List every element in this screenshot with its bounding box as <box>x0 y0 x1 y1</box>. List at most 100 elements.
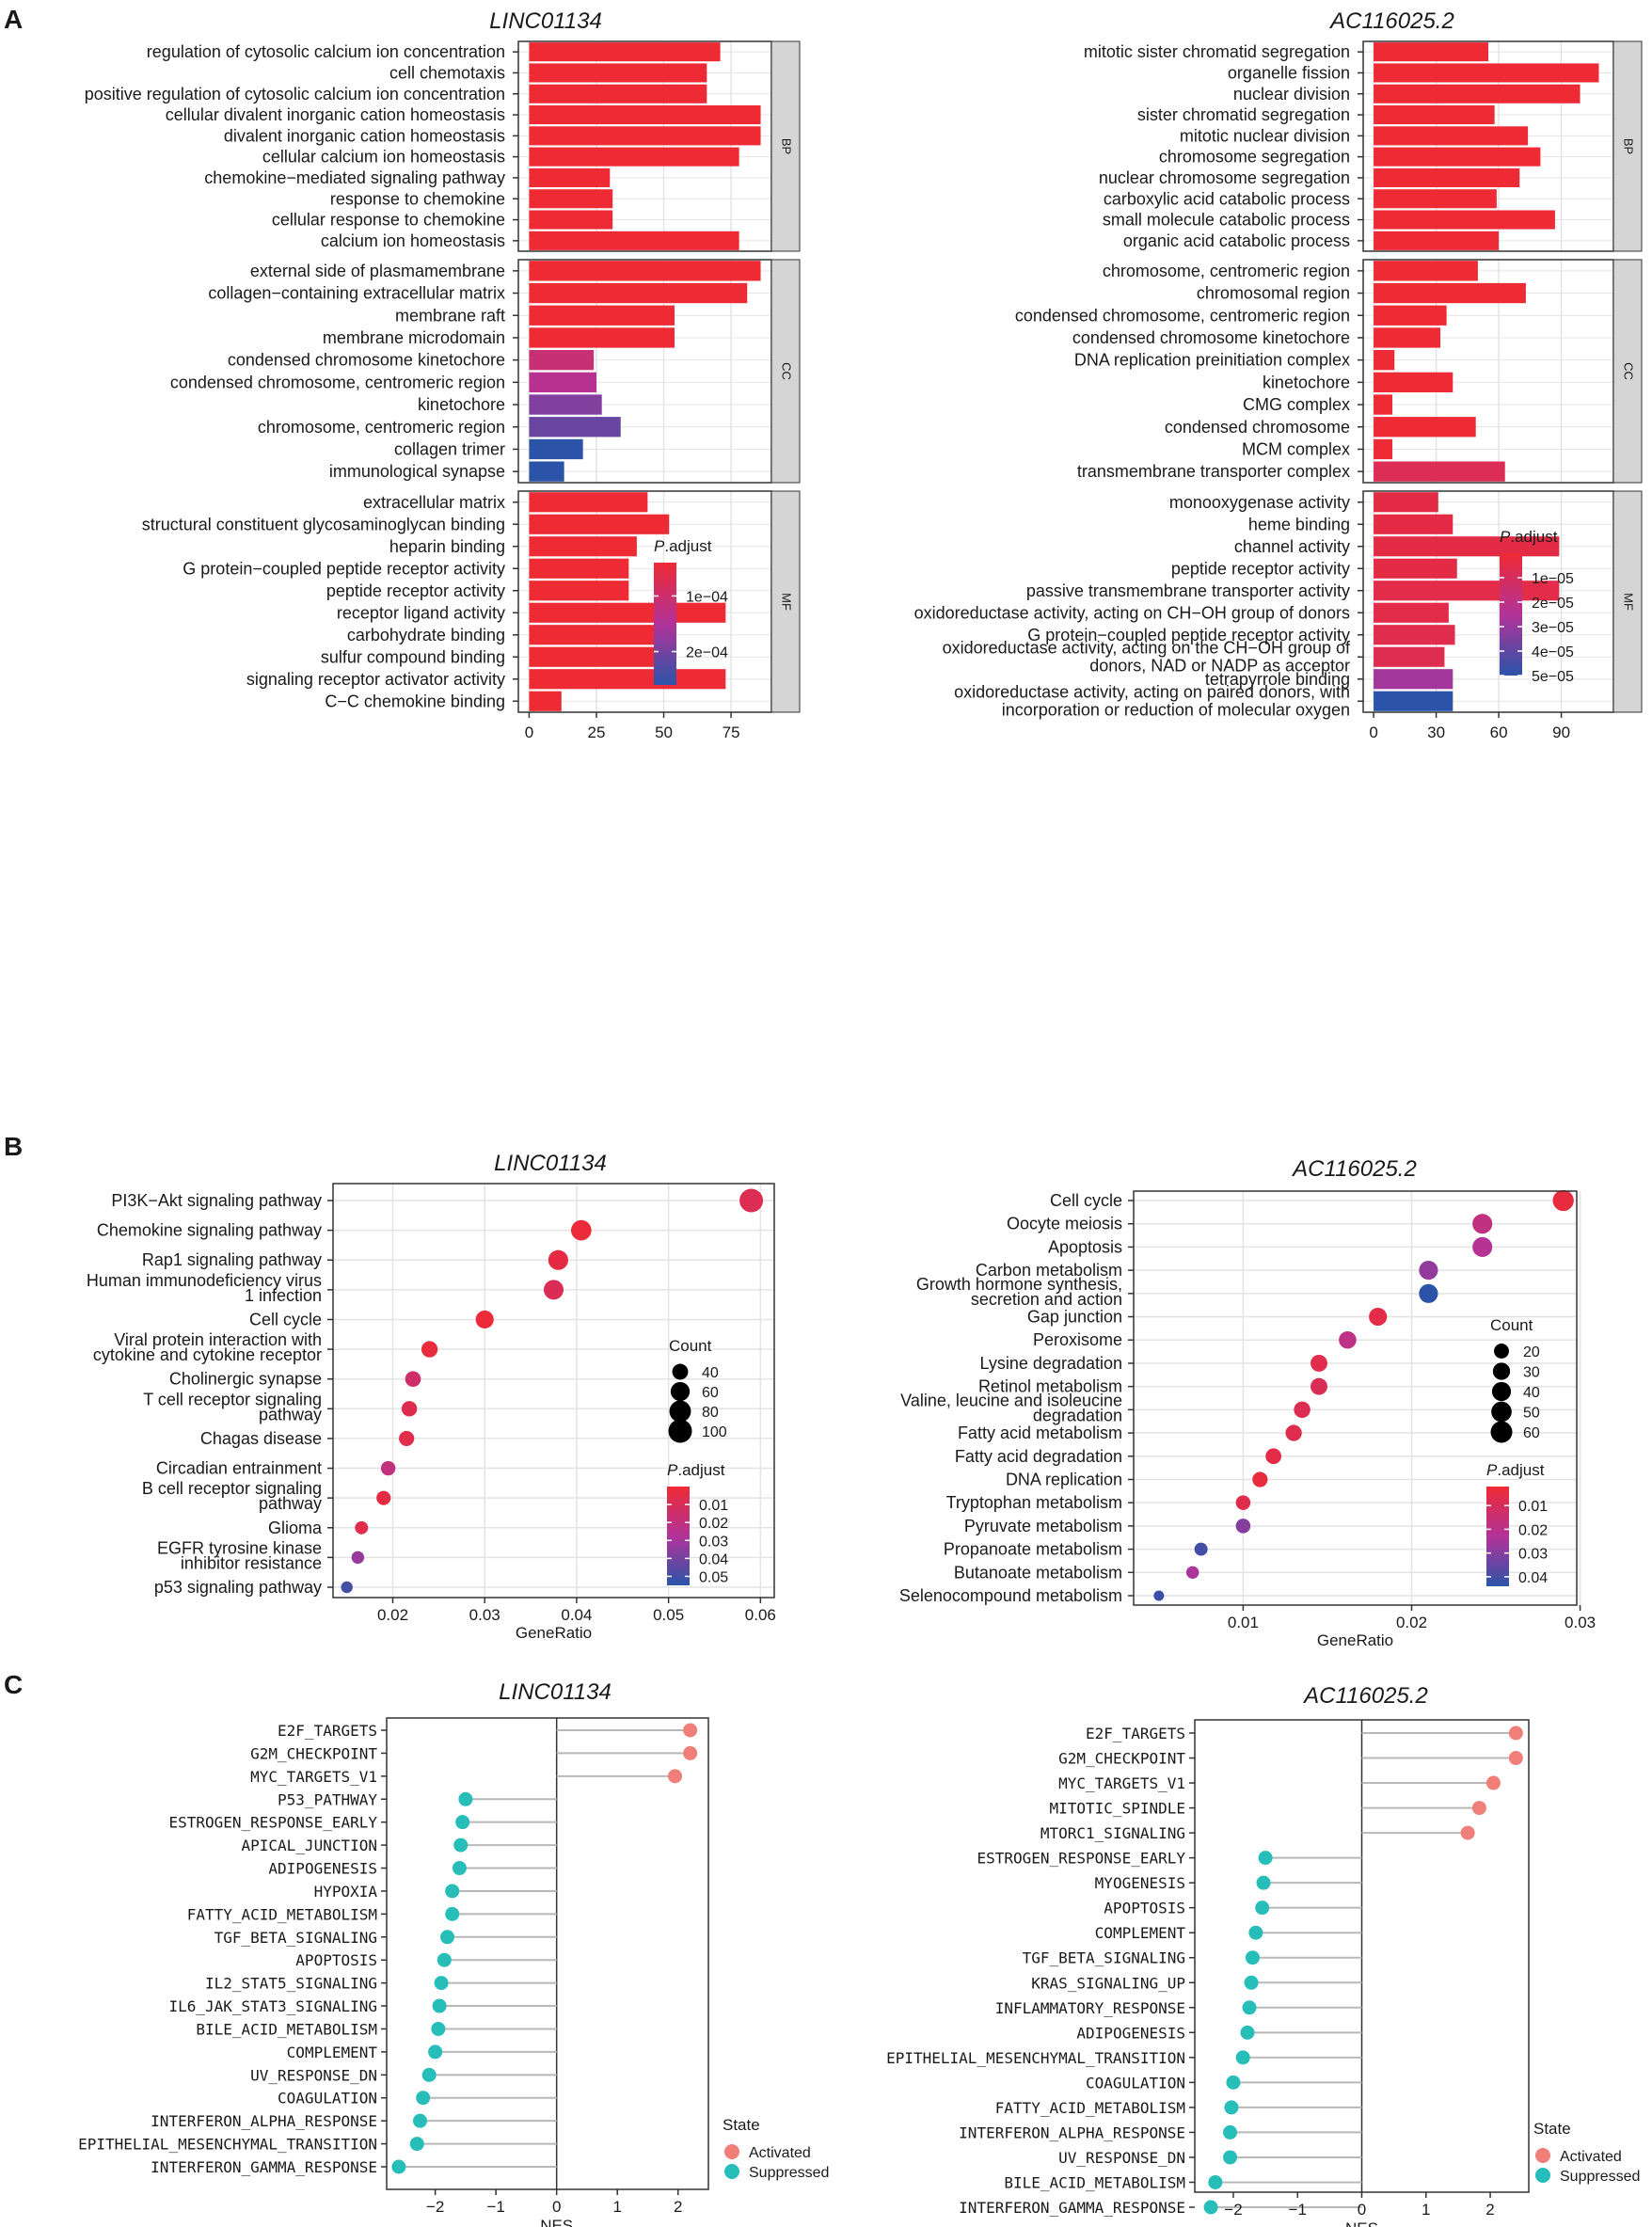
lollipop-dot <box>1203 2200 1218 2215</box>
bar <box>529 147 739 167</box>
term-label: HYPOXIA <box>314 1883 378 1901</box>
gsea-lollipop-linc01134: LINC01134 E2F_TARGETS G2M_CHECKPOINT MYC_TA… <box>78 1679 829 2227</box>
term-label: DNA replication <box>1006 1470 1122 1488</box>
bar <box>529 189 613 209</box>
x-axis-title: NES <box>1345 2219 1378 2227</box>
term-label: COAGULATION <box>1086 2074 1185 2092</box>
x-tick-label: 0.05 <box>653 1606 684 1624</box>
term-label: Fatty acid metabolism <box>958 1424 1122 1442</box>
term-label: heparin binding <box>389 537 505 556</box>
term-label: membrane raft <box>395 306 505 325</box>
dot <box>1265 1448 1282 1465</box>
facet-strip <box>1612 490 1643 713</box>
term-label: TGF_BETA_SIGNALING <box>1023 1949 1185 1967</box>
term-label: MYC_TARGETS_V1 <box>250 1768 377 1786</box>
facet-label: BP <box>1622 138 1636 154</box>
bar <box>529 417 621 437</box>
x-tick-label: 0.02 <box>377 1606 408 1624</box>
term-label: organic acid catabolic process <box>1123 231 1350 250</box>
legend-tick-label: 2e−04 <box>686 645 728 661</box>
term-label: calcium ion homeostasis <box>321 231 505 250</box>
term-label: condensed chromosome <box>1165 418 1350 437</box>
legend-tick-label: 0.04 <box>1518 1570 1548 1586</box>
term-label: donors, NAD or NADP as acceptor <box>1089 656 1350 675</box>
term-label: cytokine and cytokine receptor <box>93 1345 322 1364</box>
dot <box>401 1401 418 1417</box>
bar <box>529 105 761 125</box>
facet-strip <box>770 40 801 252</box>
legend-title-italic: P <box>1500 528 1511 546</box>
term-label: APOPTOSIS <box>1104 1900 1185 1917</box>
x-axis-title: GeneRatio <box>1317 1631 1393 1649</box>
facet-strip <box>1612 259 1643 484</box>
term-label: Gap junction <box>1027 1308 1122 1327</box>
term-label: Fatty acid degradation <box>955 1447 1122 1466</box>
lollipop-dot <box>1256 1875 1271 1890</box>
term-label: membrane microdomain <box>323 328 505 347</box>
term-label: Peroxisome <box>1033 1330 1122 1349</box>
facet-label: CC <box>780 362 794 380</box>
size-legend-label: 80 <box>702 1405 719 1421</box>
term-label: T cell receptor signaling <box>143 1390 322 1408</box>
size-legend-dot <box>672 1363 689 1380</box>
term-label: structural constituent glycosaminoglycan… <box>142 515 505 533</box>
legend-tick-label: 0.02 <box>1518 1522 1548 1538</box>
dot <box>570 1219 592 1241</box>
kegg-dot-plot-ac116025: AC116025.2 Cell cycle Oocyte meiosis Apopto… <box>899 1156 1596 1649</box>
term-label: condensed chromosome, centromeric region <box>170 373 505 391</box>
term-label: Chagas disease <box>200 1429 322 1448</box>
legend-tick-label: 0.05 <box>699 1569 728 1585</box>
chart-title: AC116025.2 <box>1328 8 1454 34</box>
facet-label: MF <box>780 593 794 611</box>
legend-title: State <box>1533 2120 1571 2138</box>
legend-tick-label: 1e−05 <box>1532 571 1574 587</box>
bar <box>529 646 656 667</box>
term-label: regulation of cytosolic calcium ion conc… <box>147 42 505 61</box>
dot <box>1419 1261 1438 1281</box>
lollipop-dot <box>1242 2000 1257 2015</box>
legend-label: Activated <box>749 2145 811 2161</box>
term-label: ESTROGEN_RESPONSE_EARLY <box>977 1850 1185 1868</box>
term-label: BILE_ACID_METABOLISM <box>1004 2173 1185 2191</box>
term-label: DNA replication preinitiation complex <box>1074 351 1350 370</box>
color-legend-bar <box>1486 1487 1509 1586</box>
dot <box>475 1310 494 1329</box>
x-tick-label: 25 <box>588 724 606 741</box>
legend-title-rest: .adjust <box>1497 1461 1544 1479</box>
bar <box>1374 602 1449 623</box>
legend-tick-label: 5e−05 <box>1532 669 1574 685</box>
term-label: chemokine−mediated signaling pathway <box>204 168 505 187</box>
term-label: chromosome segregation <box>1159 148 1350 167</box>
lollipop-dot <box>445 1884 460 1899</box>
term-label: sulfur compound binding <box>321 647 505 666</box>
size-legend-label: 60 <box>1523 1425 1540 1441</box>
lollipop-dot <box>452 1861 467 1876</box>
term-label: KRAS_SIGNALING_UP <box>1031 1974 1185 1992</box>
bar <box>529 327 675 348</box>
lollipop-dot <box>437 1952 452 1967</box>
bar <box>1374 394 1393 415</box>
term-label: C−C chemokine binding <box>325 692 505 710</box>
legend-label: Activated <box>1560 2149 1622 2165</box>
size-legend-label: 50 <box>1523 1406 1540 1422</box>
term-label: organelle fission <box>1228 63 1350 82</box>
legend-title-rest: .adjust <box>677 1461 724 1479</box>
gsea-lollipop-ac116025: AC116025.2 E2F_TARGETS G2M_CHECKPOINT MYC_T… <box>886 1683 1640 2227</box>
bar <box>1374 42 1488 62</box>
bar <box>1374 282 1526 304</box>
dot <box>543 1280 564 1300</box>
term-label: ADIPOGENESIS <box>268 1860 377 1878</box>
bar <box>1374 105 1495 125</box>
term-label: Cell cycle <box>249 1310 322 1328</box>
lollipop-dot <box>1471 1801 1486 1816</box>
term-label: B cell receptor signaling <box>142 1479 322 1498</box>
size-legend-label: 30 <box>1523 1365 1540 1381</box>
term-label: nuclear chromosome segregation <box>1099 168 1350 187</box>
size-legend-label: 20 <box>1523 1344 1540 1360</box>
dot <box>1185 1566 1199 1580</box>
term-label: pathway <box>259 1405 322 1424</box>
term-label: Chemokine signaling pathway <box>97 1221 322 1240</box>
term-label: G protein−coupled peptide receptor activ… <box>1027 626 1350 644</box>
size-legend-dot <box>1492 1362 1511 1380</box>
term-label: secretion and action <box>971 1290 1122 1309</box>
